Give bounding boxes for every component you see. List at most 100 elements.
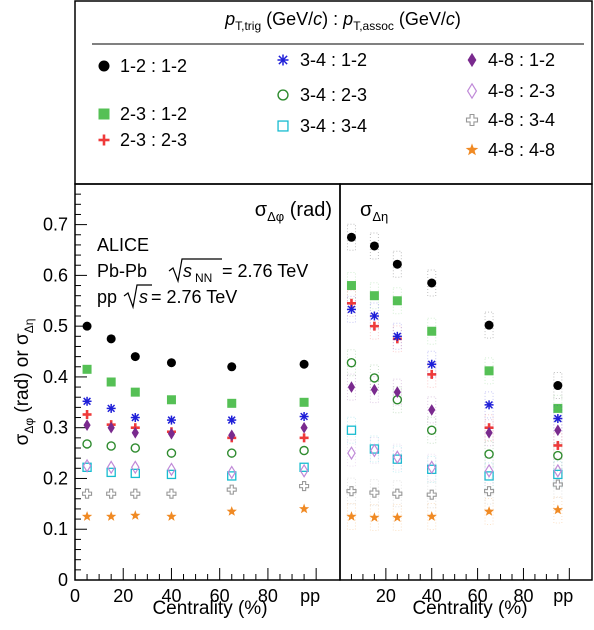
annotation-pp: pp s = 2.76 TeV (97, 284, 237, 310)
y-tick-label: 0.4 (43, 367, 68, 387)
data-point-eta (393, 450, 402, 465)
data-point-eta (427, 278, 437, 288)
x-tick-label-phi: 0 (70, 586, 80, 606)
data-point-phi (166, 488, 177, 499)
syst-error-band (346, 439, 356, 467)
data-point-eta (484, 449, 494, 459)
y-tick-label: 0.5 (43, 316, 68, 336)
data-point-phi (166, 358, 176, 368)
x-tick-label-eta: 60 (468, 586, 488, 606)
legend-label: 2-3 : 1-2 (120, 104, 187, 124)
syst-error-band (346, 349, 356, 377)
legend-label: 4-8 : 2-3 (488, 81, 555, 101)
annotation-pp-post: = 2.76 TeV (151, 287, 237, 307)
data-point-eta (426, 425, 437, 435)
data-point-eta (370, 383, 378, 396)
data-point-eta (553, 414, 563, 424)
sqrt-sign-pbpb (168, 258, 222, 284)
y-tick-label: 0.7 (43, 215, 68, 235)
header-sep: : (328, 9, 343, 29)
panel-title-phi-rest: (rad) (284, 199, 332, 221)
data-point-phi (299, 359, 309, 369)
legend-marker (98, 108, 110, 120)
data-point-phi (299, 503, 310, 514)
data-point-eta (392, 512, 403, 522)
data-point-eta (553, 440, 563, 450)
data-point-phi (82, 321, 92, 331)
data-point-eta (346, 357, 357, 368)
x-axis-label-eta: Centrality (%) (412, 598, 527, 619)
syst-error-band (553, 416, 563, 444)
data-point-phi (299, 462, 309, 472)
syst-error-band (427, 503, 437, 531)
data-point-phi (299, 445, 309, 456)
data-point-eta (553, 463, 563, 478)
x-axis-label-phi: Centrality (%) (152, 598, 267, 619)
legend-label: 1-2 : 1-2 (120, 56, 187, 76)
syst-error-band (553, 471, 563, 499)
x-tick-label-eta: 80 (513, 586, 533, 606)
data-point-phi (106, 511, 117, 521)
legend-marker (466, 82, 478, 100)
header-left-close: ) (322, 9, 328, 29)
data-point-eta (552, 504, 563, 515)
data-point-eta (346, 486, 357, 497)
y-axis-label-sub1: Δφ (22, 418, 36, 434)
legend-marker (98, 60, 110, 72)
data-point-phi (83, 419, 91, 432)
panel-title-eta-sub: Δη (372, 209, 388, 224)
syst-error-band (392, 504, 402, 532)
data-point-phi (81, 511, 93, 521)
data-point-eta (427, 460, 437, 475)
data-point-eta (484, 400, 494, 410)
data-point-phi (166, 415, 176, 425)
x-tick-label-phi: 60 (210, 586, 230, 606)
legend: 1-2 : 1-2 2-3 : 1-2 2-3 : 2-3 3-4 : 1-2 3-4 … (98, 50, 555, 160)
y-axis-label-sigma: σ (12, 433, 33, 445)
data-point-eta (347, 381, 356, 393)
data-point-eta (369, 373, 380, 383)
data-point-phi (106, 467, 116, 478)
syst-error-band (392, 443, 402, 471)
data-point-phi (130, 352, 140, 362)
data-point-phi (167, 427, 176, 440)
legend-label: 4-8 : 3-4 (488, 110, 555, 130)
panel-title-phi-sub: Δφ (267, 209, 284, 224)
data-point-eta (369, 311, 379, 321)
data-point-phi (130, 443, 141, 453)
data-point-eta (427, 326, 437, 336)
data-point-eta (369, 512, 380, 522)
syst-error-band (369, 376, 379, 404)
legend-label: 3-4 : 1-2 (300, 50, 367, 70)
data-point-eta (484, 463, 494, 478)
data-point-phi (130, 387, 140, 397)
legend-label: 4-8 : 1-2 (488, 50, 555, 70)
syst-error-band (369, 479, 379, 507)
syst-error-band (484, 477, 494, 505)
annotation-alice: ALICE (97, 235, 149, 255)
legend-marker (98, 134, 110, 146)
header-right-unit: (GeV/ (394, 9, 446, 29)
legend-marker (467, 52, 477, 68)
data-point-phi (299, 463, 309, 478)
data-point-phi (226, 448, 237, 458)
data-point-eta (369, 321, 379, 331)
data-point-eta (393, 386, 401, 399)
syst-error-band (392, 480, 402, 508)
y-tick-label: 0.2 (43, 468, 68, 488)
panel-title-phi: σΔφ (rad) (255, 199, 332, 224)
data-point-phi (167, 462, 176, 477)
data-point-phi (130, 460, 140, 475)
data-point-eta (346, 232, 356, 242)
data-point-phi (299, 397, 309, 407)
data-point-eta (346, 304, 356, 314)
data-point-phi (106, 441, 116, 451)
syst-error-band (484, 497, 494, 525)
syst-error-band (427, 416, 437, 444)
data-point-phi (130, 468, 140, 479)
data-point-eta (552, 479, 563, 490)
data-point-phi (227, 362, 237, 372)
data-point-phi (82, 488, 93, 499)
x-tick-label-phi: 80 (258, 586, 278, 606)
annotation-pbpb-sqrt-sub: NN (195, 271, 212, 285)
